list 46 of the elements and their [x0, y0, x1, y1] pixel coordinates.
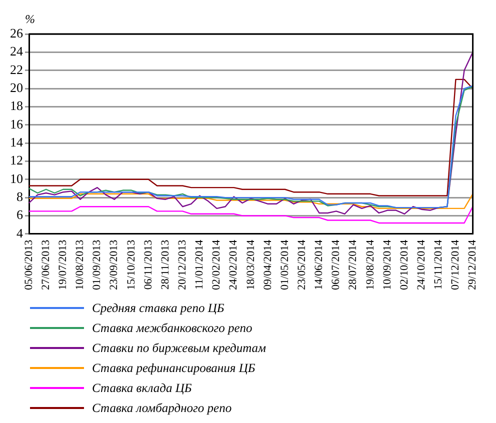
x-tick-label: 23/05/2014 — [296, 239, 308, 290]
legend-label: Ставка рефинансирования ЦБ — [92, 360, 256, 376]
x-tick-label: 07/12/2014 — [450, 239, 462, 290]
x-tick-label: 19/08/2014 — [364, 239, 376, 290]
x-tick-label: 06/11/2013 — [142, 239, 154, 290]
y-tick-label: 16 — [10, 116, 24, 132]
y-tick-label: 20 — [10, 80, 23, 95]
x-tick-label: 15/11/2014 — [432, 239, 445, 290]
x-tick-label: 28/07/2014 — [347, 239, 360, 290]
x-tick-label: 23/09/2013 — [108, 239, 120, 290]
x-tick-label: 09/04/2014 — [262, 239, 274, 290]
x-tick-label: 20/12/2013 — [176, 239, 189, 290]
y-tick-label: 14 — [10, 134, 24, 150]
legend-label: Ставка ломбардного репо — [92, 400, 232, 416]
x-tick-label: 06/07/2014 — [330, 239, 342, 290]
x-tick-label: 14/06/2014 — [313, 239, 326, 290]
x-tick-label: 24/10/2014 — [415, 239, 428, 290]
x-tick-label: 05/06/2013 — [22, 239, 35, 290]
x-tick-label: 01/09/2013 — [91, 239, 104, 290]
x-tick-label: 02/02/2014 — [210, 239, 223, 290]
y-tick-label: 22 — [10, 62, 23, 77]
x-tick-label: 19/07/2013 — [57, 239, 70, 290]
x-tick-label: 02/10/2014 — [398, 239, 410, 290]
x-tick-label: 28/11/2013 — [159, 239, 172, 290]
y-tick-label: 6 — [16, 207, 24, 222]
y-tick-label: 8 — [16, 188, 23, 204]
y-tick-label: 12 — [10, 152, 23, 168]
x-tick-label: 01/05/2014 — [278, 239, 291, 290]
legend-label: Средняя ставка репо ЦБ — [92, 300, 224, 316]
x-tick-label: 11/01/2014 — [194, 239, 206, 290]
legend-label: Ставка вклада ЦБ — [92, 380, 192, 396]
x-tick-label: 24/02/2014 — [228, 239, 240, 290]
y-tick-label: 24 — [10, 44, 24, 59]
y-tick-label: 18 — [10, 98, 23, 114]
y-tick-label: 4 — [16, 225, 24, 240]
legend-label: Ставка межбанковского репо — [92, 320, 252, 336]
x-tick-label: 29/12/2014 — [466, 239, 479, 290]
x-tick-label: 18/03/2014 — [244, 239, 257, 290]
y-axis-title: % — [25, 12, 35, 26]
y-tick-label: 10 — [10, 170, 23, 186]
x-tick-label: 27/06/2013 — [40, 239, 52, 290]
x-tick-label: 10/08/2013 — [74, 239, 86, 290]
x-tick-label: 10/09/2014 — [381, 239, 394, 290]
y-tick-label: 26 — [10, 25, 24, 40]
legend-label: Ставки по биржевым кредитам — [92, 340, 266, 356]
x-tick-label: 15/10/2013 — [125, 239, 138, 290]
